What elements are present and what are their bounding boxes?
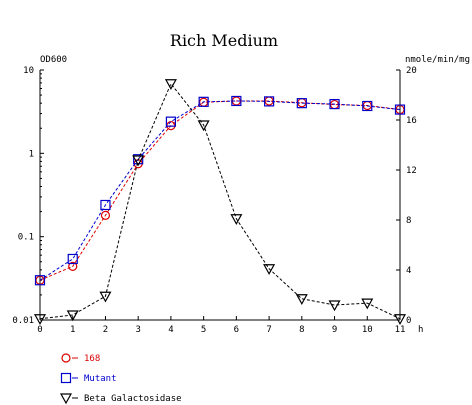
x-tick-label: 5 [201,325,206,335]
x-tick-label: 6 [234,325,239,335]
data-point-series-3 [197,120,210,132]
data-point-series-2 [394,104,406,115]
legend-label: Mutant [84,374,117,384]
x-tick-label: 4 [168,325,173,335]
legend-label: Beta Galactosidase [84,394,182,404]
data-point-series-3 [33,314,47,325]
data-point-series-3 [393,314,407,325]
legend-marker [59,393,73,405]
data-point-series-2 [165,116,177,127]
legend: 168 Mutant Beta Galactosidase [59,353,182,405]
x-tick-label: 7 [266,325,271,335]
data-point-series-3 [164,79,177,90]
series-line-3 [39,82,401,320]
data-point-series-2 [263,96,275,107]
data-point-series-3 [99,291,112,303]
y-right-tick-label: 8 [406,216,411,226]
y-left-tick-label: 0.01 [12,316,34,326]
data-point-series-1 [68,261,78,271]
y-right-tick-label: 4 [406,266,411,276]
data-point-series-3 [263,264,276,275]
y-left-tick-label: 1 [29,149,34,159]
data-point-series-3 [295,294,308,305]
data-point-series-2 [34,275,46,286]
y-right-axis-label: nmole/min/mg [405,55,470,65]
y-left-axis-label: OD600 [40,55,67,65]
y-right-tick-label: 12 [406,166,417,176]
series-layer [33,79,407,325]
data-point-series-2 [133,154,144,165]
series-line-2 [39,100,401,281]
y-left-tick-label: 10 [23,66,34,76]
data-point-series-2 [296,98,307,109]
data-point-series-2 [362,100,373,112]
data-point-series-2 [198,96,209,107]
legend-marker [60,372,72,384]
x-tick-label: 11 [395,325,406,335]
data-point-series-2 [100,199,111,211]
legend-label: 168 [84,354,100,364]
series-line-1 [39,100,401,281]
x-tick-label: 10 [362,325,373,335]
x-axis-unit: h [418,325,423,335]
x-tick-label: 0 [37,325,42,335]
data-point-series-3 [230,214,243,225]
x-tick-label: 9 [332,325,337,335]
data-point-series-3 [328,300,341,312]
data-point-series-3 [66,310,79,322]
x-tick-label: 8 [299,325,304,335]
data-point-series-2 [329,98,340,110]
data-point-series-3 [132,155,145,167]
x-tick-label: 2 [103,325,108,335]
y-right-tick-label: 16 [406,116,417,126]
y-right-tick-label: 20 [406,66,417,76]
legend-marker [61,353,71,363]
x-tick-label: 1 [70,325,75,335]
y-left-tick-label: 0.1 [18,233,34,243]
data-point-series-3 [361,298,374,310]
data-point-series-1 [100,210,111,220]
x-tick-label: 3 [135,325,140,335]
chart-title: Rich Medium [170,31,278,50]
data-point-series-2 [231,95,242,107]
data-point-series-2 [67,253,78,265]
y-right-tick-label: 0 [406,316,411,326]
